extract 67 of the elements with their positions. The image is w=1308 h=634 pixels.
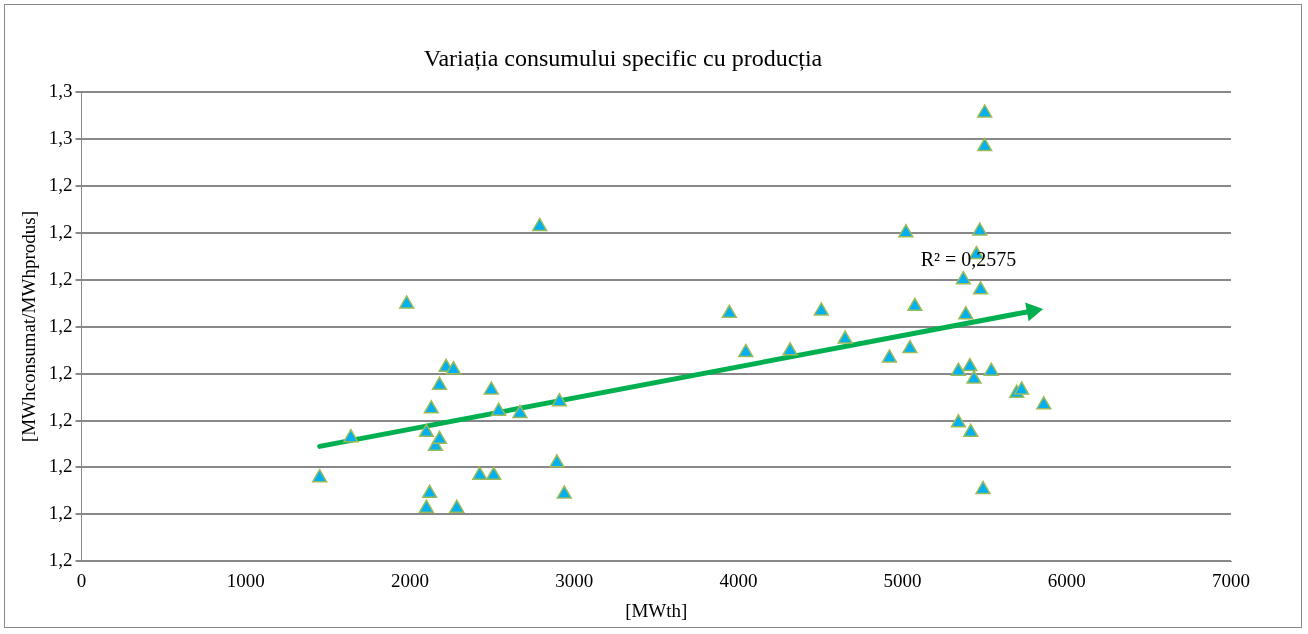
point	[418, 499, 435, 513]
point	[311, 468, 328, 483]
point	[902, 339, 918, 354]
point	[421, 484, 438, 499]
point	[972, 222, 988, 236]
x-tick-label: 3000	[555, 569, 594, 591]
y-tick-label: 1,3	[48, 79, 73, 101]
x-tick-label: 5000	[883, 569, 922, 591]
point	[445, 360, 462, 375]
x-tick-label: 1000	[226, 569, 265, 591]
point	[813, 302, 829, 316]
point	[431, 430, 448, 445]
point	[837, 330, 853, 344]
y-tick-label: 1,2	[48, 314, 73, 336]
point	[782, 342, 798, 356]
y-tick-label: 1,2	[48, 455, 73, 477]
point	[418, 423, 435, 438]
point	[972, 281, 989, 295]
y-axis-title: [MWhconsumat/MWhprodus]	[18, 211, 40, 443]
point	[975, 480, 991, 495]
point	[512, 404, 528, 419]
point	[1013, 381, 1030, 395]
x-tick-label: 0	[76, 569, 87, 591]
x-tick-label: 6000	[1047, 569, 1086, 591]
point	[556, 485, 572, 499]
point	[483, 381, 499, 395]
point	[955, 270, 972, 285]
point	[721, 304, 738, 319]
point	[431, 376, 448, 391]
y-tick-label: 1,2	[48, 549, 73, 571]
point	[532, 217, 548, 232]
point	[551, 392, 568, 407]
point	[983, 362, 999, 376]
y-tick-label: 1,2	[48, 220, 73, 242]
x-tick-label: 2000	[390, 569, 429, 591]
y-tick-label: 1,2	[48, 502, 73, 524]
point	[449, 499, 465, 513]
point	[881, 349, 898, 363]
point	[343, 428, 359, 443]
point	[958, 306, 974, 320]
point	[962, 357, 978, 372]
point	[950, 362, 967, 376]
x-tick-label: 7000	[1212, 569, 1250, 591]
point	[486, 466, 502, 481]
point	[549, 454, 565, 468]
point	[977, 104, 993, 118]
point	[963, 423, 979, 438]
point	[399, 295, 415, 309]
y-tick-label: 1,3	[48, 126, 73, 148]
y-tick-label: 1,2	[48, 408, 73, 430]
y-tick-label: 1,2	[48, 361, 73, 383]
point	[1036, 396, 1052, 410]
point	[423, 400, 439, 414]
point	[472, 466, 488, 481]
chart-title: Variația consumului specific cu producția	[423, 44, 823, 71]
point	[898, 223, 914, 238]
y-tick-label: 1,2	[48, 173, 73, 195]
point	[907, 297, 923, 311]
y-tick-label: 1,2	[48, 267, 73, 289]
point	[977, 137, 993, 152]
point	[490, 402, 507, 416]
x-tick-label: 4000	[719, 569, 758, 591]
annotation: R² = 0,2575	[920, 248, 1017, 271]
point	[950, 414, 967, 428]
point	[738, 343, 754, 358]
x-axis-title: [MWth]	[625, 599, 688, 621]
point	[966, 370, 982, 384]
